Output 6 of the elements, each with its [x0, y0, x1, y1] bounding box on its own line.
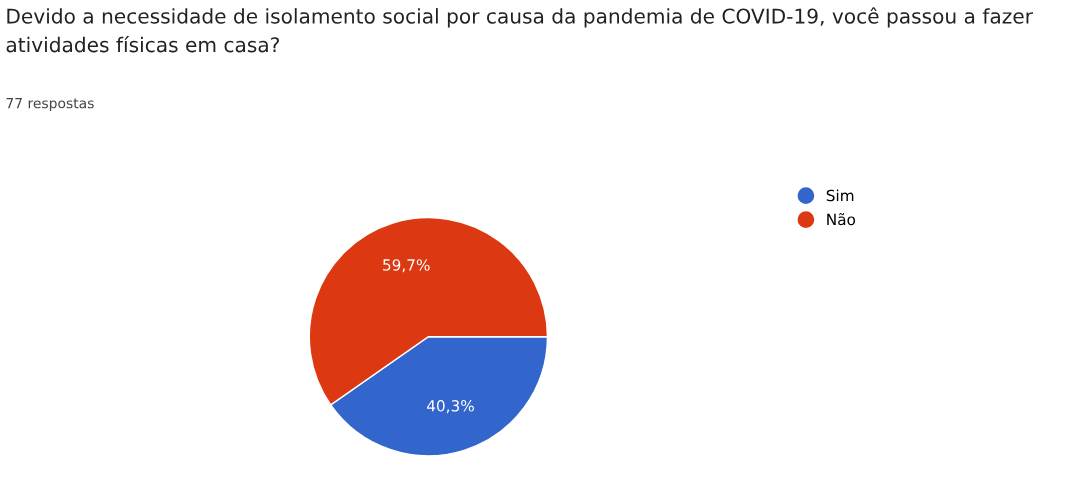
text: 77 respostas	[6, 98, 94, 112]
legend-label: Sim	[826, 189, 854, 202]
data-label: 40,3%	[426, 400, 474, 414]
data-label: 59,7%	[383, 259, 430, 273]
legend-label: Não	[827, 213, 856, 226]
chart-title: Devido a necessidade de isolamento social por causa da pandemia de COVID-19, você passou a fazer atividades físicas em casa?	[6, 7, 1033, 53]
